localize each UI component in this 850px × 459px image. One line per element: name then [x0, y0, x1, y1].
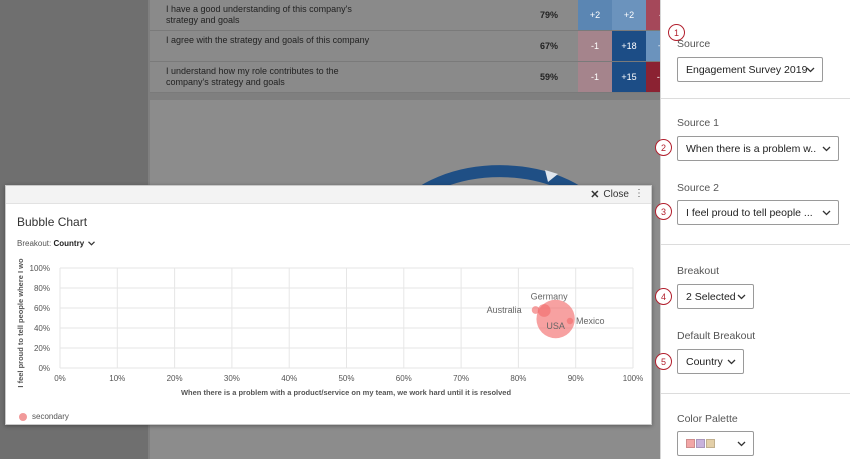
section-divider — [661, 393, 850, 394]
breakout-dropdown[interactable]: 2 Selected — [677, 284, 754, 309]
bubble-chart: 0% 20% 40% 60% 80% 100% 0% 10% 20% 30% 40% 50% 60% 70… — [16, 258, 643, 397]
modal-toolbar: ✕ Close ⋮ — [6, 186, 651, 204]
x-tick-label: 90% — [568, 374, 584, 383]
breakout-value: Country — [53, 239, 85, 248]
close-button[interactable]: ✕ Close — [590, 188, 629, 201]
y-tick-label: 40% — [34, 324, 50, 333]
bubble-germany — [537, 304, 551, 317]
y-tick-label: 0% — [38, 364, 50, 373]
color-swatches — [686, 439, 715, 448]
heatmap-percent: 79% — [540, 10, 559, 20]
chevron-down-icon — [737, 441, 746, 447]
x-tick-label: 70% — [453, 374, 469, 383]
chart-title: Bubble Chart — [17, 215, 88, 229]
chevron-down-icon — [88, 241, 96, 246]
default-breakout-value: Country — [686, 355, 723, 368]
x-tick-label: 80% — [510, 374, 526, 383]
chevron-down-icon — [727, 359, 736, 365]
x-tick-label: 10% — [109, 374, 125, 383]
heatmap-percent: 67% — [540, 41, 559, 51]
data-label-mexico: Mexico — [576, 316, 605, 326]
default-breakout-label: Default Breakout — [677, 330, 756, 342]
bubble-chart-modal: ✕ Close ⋮ Bubble Chart Breakout: Country… — [5, 185, 652, 425]
y-axis-label: I feel proud to tell people where I wo — [16, 258, 25, 388]
heatmap-row: I understand how my role contributes to … — [150, 62, 816, 93]
heatmap-row: I have a good understanding of this comp… — [150, 0, 816, 31]
step-badge-3: 3 — [655, 203, 672, 220]
x-tick-label: 50% — [338, 374, 354, 383]
x-tick-label: 30% — [224, 374, 240, 383]
step-badge-1: 1 — [668, 24, 685, 41]
legend-swatch — [19, 412, 27, 421]
bubble-australia — [531, 306, 540, 314]
x-tick-label: 0% — [54, 374, 66, 383]
heatmap-question: I understand how my role contributes to … — [166, 66, 339, 87]
chevron-down-icon — [822, 146, 831, 152]
data-label-germany: Germany — [531, 292, 569, 302]
chevron-down-icon — [737, 294, 746, 300]
source-label: Source — [677, 38, 711, 50]
more-options-icon[interactable]: ⋮ — [634, 188, 644, 199]
heatmap-cell: +18 — [612, 31, 646, 61]
legend-label: secondary — [32, 412, 69, 421]
bubble-mexico — [566, 317, 574, 325]
step-badge-5: 5 — [655, 353, 672, 370]
data-label-usa: USA — [546, 321, 565, 331]
data-label-australia: Australia — [487, 305, 522, 315]
breakout-label: Breakout — [677, 265, 720, 277]
source1-dropdown[interactable]: When there is a problem w... — [677, 136, 839, 161]
default-breakout-dropdown[interactable]: Country — [677, 349, 744, 374]
x-tick-label: 20% — [167, 374, 183, 383]
y-tick-label: 80% — [34, 284, 50, 293]
x-tick-label: 40% — [281, 374, 297, 383]
section-divider — [661, 244, 850, 245]
color-swatch — [696, 439, 705, 448]
chart-legend: secondary — [19, 412, 69, 421]
source2-label: Source 2 — [677, 182, 720, 194]
source-value: Engagement Survey 2019 — [686, 63, 808, 76]
heatmap-cell: +2 — [578, 0, 612, 30]
source1-value: When there is a problem w... — [686, 142, 816, 155]
x-tick-label: 100% — [623, 374, 643, 383]
heatmap-row: I agree with the strategy and goals of t… — [150, 31, 816, 62]
y-tick-label: 20% — [34, 344, 50, 353]
heatmap-question: I agree with the strategy and goals of t… — [166, 35, 370, 45]
chevron-down-icon — [822, 210, 831, 216]
y-tick-label: 60% — [34, 304, 50, 313]
heatmap-percent: 59% — [540, 72, 559, 82]
color-palette-label: Color Palette — [677, 413, 738, 425]
heatmap-cell: -1 — [578, 62, 612, 92]
heatmap-cell: -1 — [578, 31, 612, 61]
breakout-selector[interactable]: Breakout: Country — [17, 239, 96, 248]
breakout-dropdown-value: 2 Selected — [686, 290, 736, 303]
chevron-down-icon — [806, 67, 815, 73]
x-axis-label: When there is a problem with a product/s… — [181, 388, 511, 397]
color-swatch — [686, 439, 695, 448]
color-palette-dropdown[interactable] — [677, 431, 754, 456]
settings-panel: Source Engagement Survey 2019 Source 1 W… — [655, 0, 850, 459]
heatmap-cell: +2 — [612, 0, 646, 30]
section-divider — [661, 98, 850, 99]
source2-dropdown[interactable]: I feel proud to tell people ... — [677, 200, 839, 225]
source1-label: Source 1 — [677, 117, 720, 129]
y-tick-label: 100% — [30, 264, 50, 273]
close-icon: ✕ — [590, 189, 600, 201]
step-badge-2: 2 — [655, 139, 672, 156]
source-dropdown[interactable]: Engagement Survey 2019 — [677, 57, 823, 82]
color-swatch — [706, 439, 715, 448]
breakout-prefix: Breakout: — [17, 239, 52, 248]
heatmap-cell: +15 — [612, 62, 646, 92]
x-tick-label: 60% — [396, 374, 412, 383]
source2-value: I feel proud to tell people ... — [686, 206, 813, 219]
step-badge-4: 4 — [655, 288, 672, 305]
close-label: Close — [603, 189, 629, 200]
heatmap-table: I have a good understanding of this comp… — [150, 0, 816, 93]
heatmap-question: I have a good understanding of this comp… — [166, 4, 352, 25]
